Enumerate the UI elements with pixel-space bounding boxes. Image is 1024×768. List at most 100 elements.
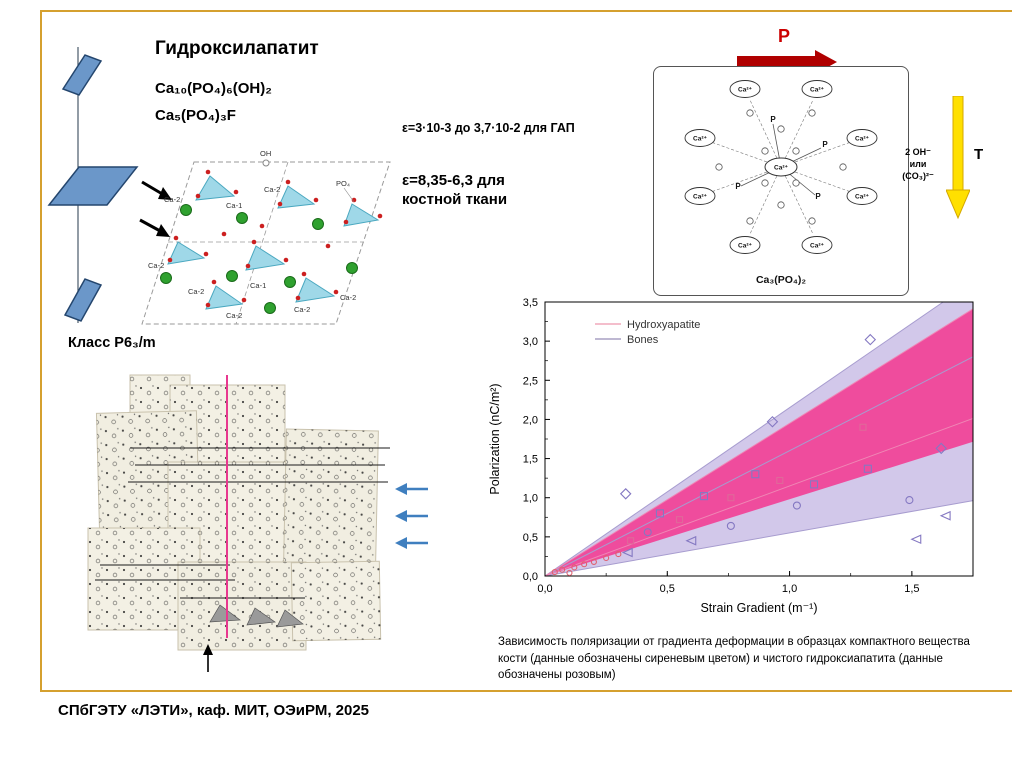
formula-fluorapatite: Ca₅(PO₄)₃F <box>155 107 236 124</box>
molecule-caption: Ca₃(PO₄)₂ <box>756 274 806 286</box>
calcium-ion-label: Ca²⁺ <box>855 194 869 201</box>
svg-text:3,0: 3,0 <box>523 336 538 348</box>
oh-site <box>262 159 270 167</box>
svg-text:Strain Gradient (m⁻¹): Strain Gradient (m⁻¹) <box>700 601 817 615</box>
atom-label: Ca-2 <box>340 293 356 302</box>
scatter-marker <box>643 528 652 537</box>
calcium-ion-label: Ca²⁺ <box>810 243 824 250</box>
calcium-atoms <box>160 204 358 314</box>
fit-line <box>544 301 944 577</box>
scatter-marker <box>571 564 578 571</box>
mosaic-pieces <box>87 374 382 651</box>
fit-line <box>544 417 974 577</box>
atom-label: Ca-2 <box>164 195 180 204</box>
calcium-ion-label: Ca²⁺ <box>693 136 707 143</box>
svg-text:2,0: 2,0 <box>523 414 538 426</box>
up-arrow-icon <box>203 644 213 672</box>
calcium-ion-label: Ca²⁺ <box>738 243 752 250</box>
svg-text:Polarization (nC/m²): Polarization (nC/m²) <box>488 383 502 494</box>
template-decoration <box>47 47 139 323</box>
scatter-marker <box>566 569 573 576</box>
blue-arrow-icon <box>395 483 428 549</box>
molecule-figure: P P P P Ca²⁺ Ca²⁺ Ca²⁺ Ca²⁺ Ca²⁺ Ca²⁺ Ca… <box>653 66 909 296</box>
decoration-parallelogram-middle <box>47 166 139 206</box>
svg-text:0,5: 0,5 <box>523 532 538 544</box>
svg-text:0,0: 0,0 <box>523 571 538 583</box>
fit-line <box>544 356 974 577</box>
bones-confidence-band <box>545 302 973 576</box>
scatter-marker <box>655 509 664 518</box>
scatter-marker <box>939 510 951 521</box>
phosphorus-label: P <box>770 115 776 124</box>
scatter-marker <box>559 566 566 573</box>
po4-tetrahedra <box>167 175 380 310</box>
frame-top-line <box>40 10 1012 12</box>
atom-label: Ca-2 <box>264 185 280 194</box>
scatter-marker <box>864 333 877 346</box>
svg-text:1,0: 1,0 <box>782 583 797 595</box>
scatter-marker <box>581 561 588 568</box>
atom-label: Ca-2 <box>294 305 310 314</box>
phosphorus-label: P <box>735 182 741 191</box>
scatter-marker <box>590 558 597 565</box>
molecule-svg: P P P P Ca²⁺ Ca²⁺ Ca²⁺ Ca²⁺ Ca²⁺ Ca²⁺ Ca… <box>684 80 878 286</box>
scatter-marker <box>859 423 867 431</box>
peripheral-calcium-ions <box>684 80 878 254</box>
atom-label: PO₄ <box>336 179 350 188</box>
scatter-marker <box>863 464 872 473</box>
structure-lines <box>95 447 390 599</box>
oxygen-atoms <box>167 169 383 308</box>
scatter-marker <box>792 501 801 510</box>
calcium-ion-label: Ca²⁺ <box>738 87 752 94</box>
scatter-marker <box>751 470 760 479</box>
scatter-marker <box>935 442 947 455</box>
oxygen-circles <box>715 109 847 225</box>
calcium-ion-label: Ca²⁺ <box>810 87 824 94</box>
decoration-parallelogram-bottom <box>63 278 103 322</box>
svg-text:0,0: 0,0 <box>537 583 552 595</box>
anion-note: 2 OH⁻ или (CO₃)²⁻ <box>902 147 934 182</box>
scatter-marker <box>910 534 922 545</box>
pointer-arrow-icon <box>139 180 172 237</box>
scatter-marker <box>615 551 622 558</box>
scatter-marker <box>809 480 819 489</box>
scatter-marker <box>675 516 684 524</box>
scatter-marker <box>603 554 610 562</box>
t-arrow-label: T <box>974 146 984 163</box>
scatter-series-bones <box>621 510 951 558</box>
phosphorus-label: P <box>822 140 828 149</box>
scatter-marker <box>905 496 914 505</box>
calcium-ion-label: Ca²⁺ <box>855 136 869 143</box>
chart-caption: Зависимость поляризации от градиента деф… <box>498 636 970 682</box>
calcium-ion-label: Ca²⁺ <box>693 194 707 201</box>
crystal-structure-figure: OH Ca-2 Ca-1 Ca-2 PO₄ Ca-2 Ca-2 Ca-1 Ca-… <box>139 149 391 325</box>
slide-title: Гидроксилапатит <box>155 38 319 59</box>
scatter-marker <box>727 494 735 502</box>
phosphorus-label: P <box>815 192 821 201</box>
t-direction-arrow <box>946 96 970 220</box>
scatter-series-bones <box>619 333 947 500</box>
atom-label: Ca-1 <box>226 201 242 210</box>
crystal-class-label: Класс P6₃/m <box>68 335 156 351</box>
scatter-marker <box>699 492 709 501</box>
p-arrow-label: P <box>778 26 791 46</box>
scatter-marker <box>726 521 735 530</box>
scatter-marker <box>619 488 632 500</box>
crystallography-mosaic-figure <box>87 374 428 672</box>
svg-text:1,5: 1,5 <box>904 583 919 595</box>
fit-line <box>544 308 974 577</box>
scatter-marker <box>621 547 633 558</box>
central-calcium-label: Ca²⁺ <box>774 165 788 172</box>
atom-label: Ca-2 <box>148 261 164 270</box>
frame-bottom-line <box>40 690 1012 692</box>
scatter-marker <box>766 415 779 428</box>
epsilon-gap-text: ε=3·10-3 до 3,7·10-2 для ГАП <box>402 121 575 135</box>
chart-canvas: 0,0 0,5 1,0 1,5 0,0 0,5 1,0 1,5 2,0 2,5 3,0 3,5 Stra… <box>488 297 974 615</box>
scatter-series-hydroxyapatite <box>627 423 867 545</box>
atom-label: Ca-2 <box>226 311 242 320</box>
svg-text:1,5: 1,5 <box>523 454 538 466</box>
frame-left-line <box>40 10 42 692</box>
scatter-marker <box>776 476 784 485</box>
atom-label: Ca-2 <box>188 287 204 296</box>
atom-label: OH <box>260 149 271 158</box>
